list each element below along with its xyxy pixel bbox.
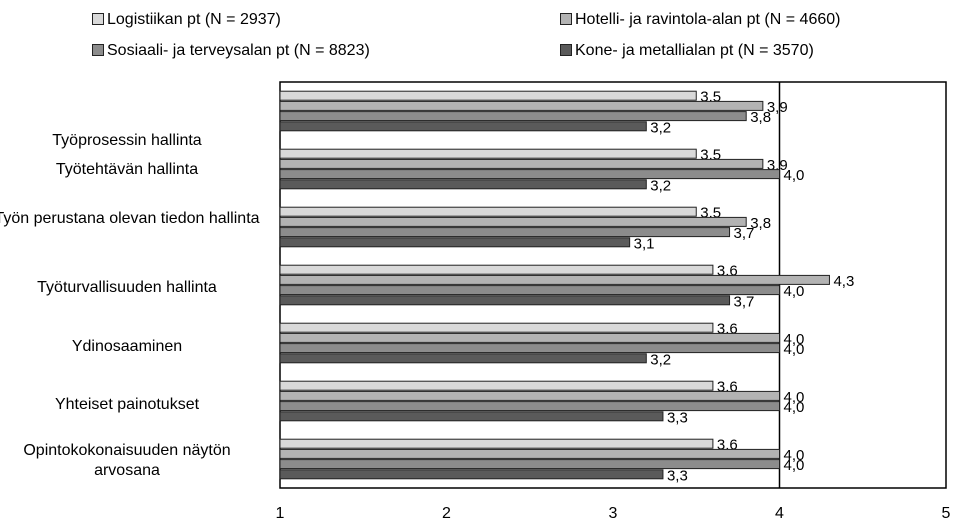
legend-label: Sosiaali- ja terveysalan pt (N = 8823): [107, 42, 370, 59]
bar: [279, 438, 714, 449]
legend-item-1: Hotelli- ja ravintola-alan pt (N = 4660): [560, 11, 840, 29]
data-label: 3,2: [650, 351, 671, 368]
bar: [279, 237, 631, 248]
data-label: 3,1: [634, 235, 655, 252]
bar: [279, 148, 697, 159]
data-label: 4,0: [784, 167, 805, 184]
legend-swatch: [92, 44, 104, 56]
data-label: 4,0: [784, 399, 805, 416]
bar: [279, 179, 647, 190]
bar: [279, 459, 780, 470]
bar: [279, 274, 830, 285]
data-label: 3,2: [650, 177, 671, 194]
plot-area: [279, 81, 947, 489]
data-label: 3,7: [734, 293, 755, 310]
data-label: 3,9: [767, 99, 788, 116]
bar: [279, 390, 780, 401]
bar: [279, 158, 764, 169]
bar: [279, 264, 714, 275]
category-label: Työn perustana olevan tiedon hallinta: [0, 210, 260, 227]
data-label: 4,0: [784, 389, 805, 406]
category-label: Ydinosaaminen: [71, 338, 183, 355]
category-label: Työprosessin hallinta: [52, 132, 202, 149]
data-label: 4,0: [784, 341, 805, 358]
bar: [279, 169, 780, 180]
bar: [279, 343, 780, 354]
bar: [279, 353, 647, 364]
category-label: Opintokokonaisuuden näytön arvosana: [23, 442, 231, 479]
data-label: 4,0: [784, 283, 805, 300]
x-tick-label: 1: [276, 505, 285, 522]
bar: [279, 100, 764, 111]
data-label: 3,3: [667, 467, 688, 484]
bar: [279, 206, 697, 217]
category-label: Työtehtävän hallinta: [55, 161, 199, 178]
category-label: Työturvallisuuden hallinta: [37, 279, 217, 296]
x-tick-label: 2: [442, 505, 451, 522]
data-label: 4,0: [784, 331, 805, 348]
bar: [279, 469, 664, 480]
bar: [279, 322, 714, 333]
legend-label: Logistiikan pt (N = 2937): [107, 11, 281, 28]
legend-swatch: [560, 13, 572, 25]
legend-item-3: Kone- ja metallialan pt (N = 3570): [560, 42, 814, 60]
bar: [279, 90, 697, 101]
bar: [279, 121, 647, 132]
legend-item-0: Logistiikan pt (N = 2937): [92, 11, 281, 29]
data-label: 4,3: [833, 273, 854, 290]
bar: [279, 332, 780, 343]
data-label: 4,0: [784, 457, 805, 474]
data-label: 3,7: [734, 225, 755, 242]
bar: [279, 227, 731, 238]
legend-label: Kone- ja metallialan pt (N = 3570): [575, 42, 814, 59]
bar: [279, 380, 714, 391]
bar: [279, 111, 747, 122]
data-label: 3,2: [650, 119, 671, 136]
data-label: 4,0: [784, 447, 805, 464]
legend-swatch: [560, 44, 572, 56]
data-label: 3,3: [667, 409, 688, 426]
legend-label: Hotelli- ja ravintola-alan pt (N = 4660): [575, 11, 841, 28]
bar: [279, 401, 780, 412]
category-label: Yhteiset painotukset: [54, 396, 200, 413]
bar: [279, 285, 780, 296]
bar: [279, 295, 731, 306]
bar: [279, 448, 780, 459]
x-tick-label: 3: [609, 505, 618, 522]
bar: [279, 216, 747, 227]
legend-swatch: [92, 13, 104, 25]
legend-item-2: Sosiaali- ja terveysalan pt (N = 8823): [92, 42, 370, 60]
x-tick-label: 4: [775, 505, 784, 522]
data-label: 3,8: [750, 109, 771, 126]
x-tick-label: 5: [942, 505, 951, 522]
data-label: 3,8: [750, 215, 771, 232]
bar: [279, 411, 664, 422]
